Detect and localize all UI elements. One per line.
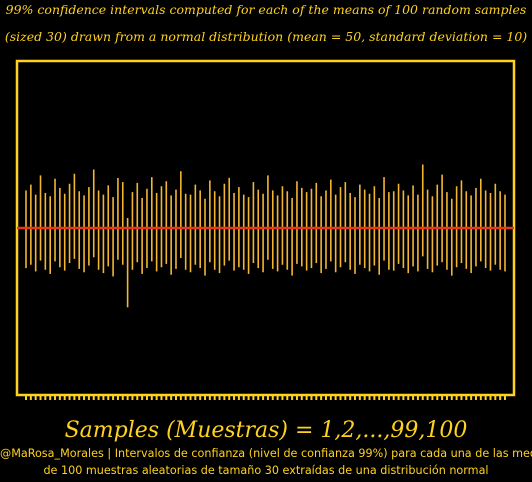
chart-title-line2: (sized 30) drawn from a normal distribut… bbox=[4, 29, 528, 44]
interval-bars bbox=[25, 164, 506, 308]
credit-line1: @MaRosa_Morales | Intervalos de confianz… bbox=[0, 447, 532, 460]
chart-title-line1: 99% confidence intervals computed for ea… bbox=[5, 2, 527, 17]
x-axis-ticks bbox=[25, 395, 506, 400]
credit-line2: de 100 muestras aleatorias de tamaño 30 … bbox=[43, 464, 489, 477]
x-axis-label: Samples (Muestras) = 1,2,...,99,100 bbox=[64, 418, 468, 443]
